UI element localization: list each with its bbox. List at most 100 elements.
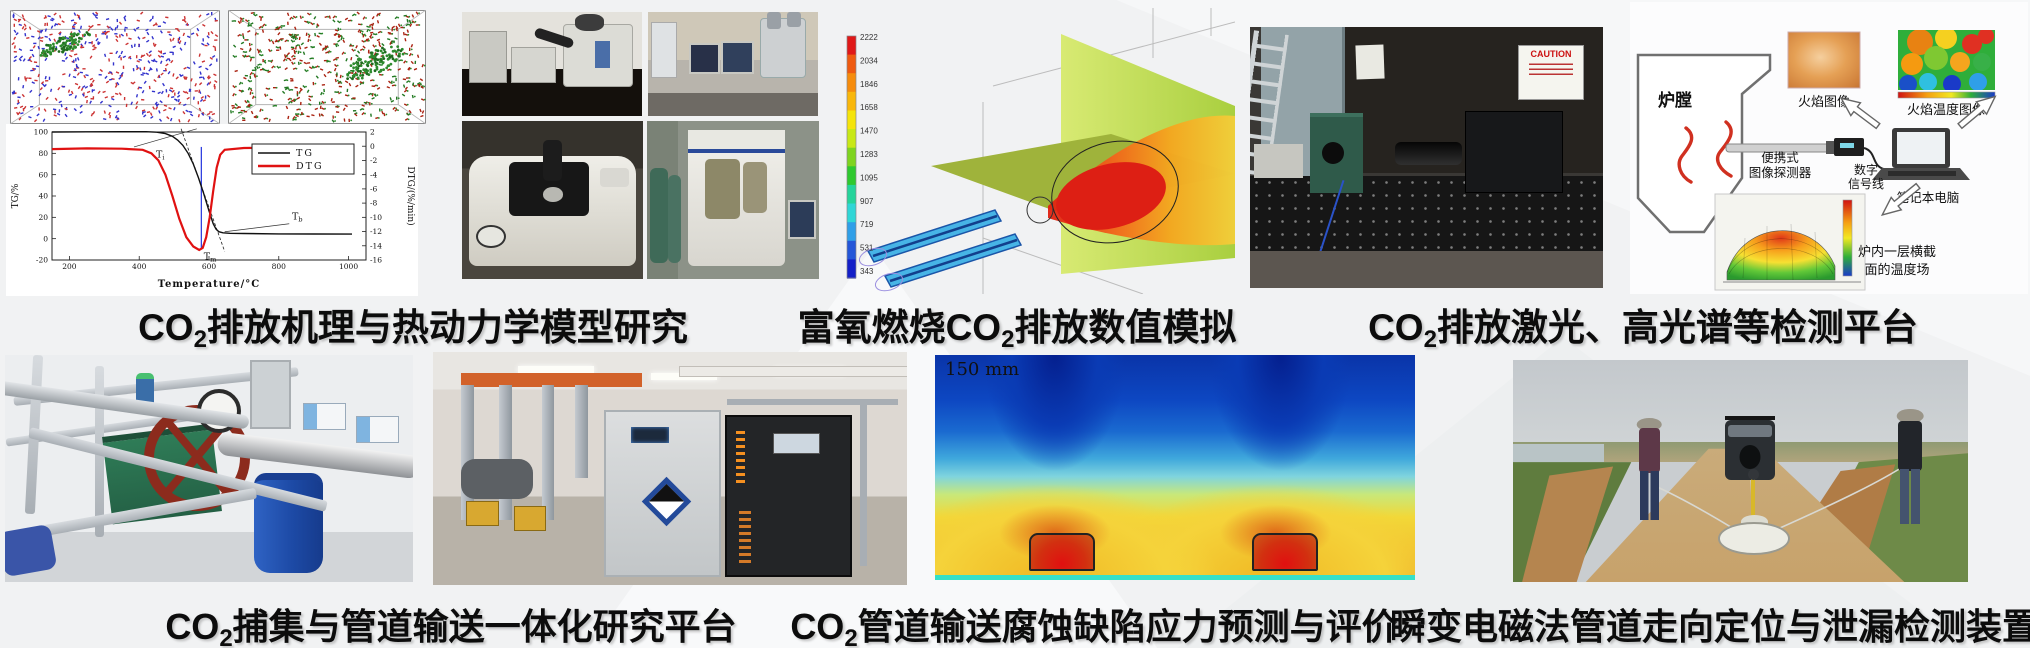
svg-text:-16: -16 bbox=[370, 256, 382, 265]
steel-column bbox=[575, 384, 588, 478]
antenna-pole bbox=[1751, 475, 1756, 529]
svg-text:-20: -20 bbox=[36, 256, 48, 265]
ceiling-light bbox=[518, 365, 595, 373]
legs bbox=[1899, 468, 1920, 524]
equipment-photo-sorption-analyzer bbox=[647, 121, 819, 279]
sample-column bbox=[743, 162, 768, 213]
svg-text:719: 719 bbox=[860, 220, 874, 229]
svg-text:40: 40 bbox=[38, 192, 48, 201]
diamond-logo bbox=[641, 476, 692, 527]
sem-gun bbox=[767, 12, 781, 29]
caption-subscript: 2 bbox=[219, 625, 233, 648]
svg-text:-14: -14 bbox=[370, 241, 382, 250]
svg-text:1470: 1470 bbox=[860, 127, 878, 136]
molecule-dots bbox=[230, 11, 426, 123]
hat bbox=[1637, 417, 1662, 431]
laser-caution-sign: CAUTION bbox=[1518, 45, 1584, 100]
svg-text:1095: 1095 bbox=[860, 173, 878, 182]
equipment-photo-sem-workstation bbox=[648, 12, 818, 116]
spare-tire bbox=[1739, 445, 1761, 470]
svg-text:531: 531 bbox=[860, 244, 874, 253]
corrosion-defect-left bbox=[1028, 533, 1095, 571]
instrument-rack bbox=[469, 30, 508, 83]
caption-text: 瞬变电磁法管道走向定位与泄漏检测装置 bbox=[1389, 606, 2030, 647]
molecular-simulation-image-1 bbox=[10, 10, 220, 124]
yellow-pump bbox=[466, 501, 499, 527]
signal-line-label1: 数字 bbox=[1854, 162, 1878, 177]
burner-throat-outline bbox=[1026, 196, 1054, 224]
caption-text: 排放数值模拟 bbox=[1014, 307, 1237, 348]
torso bbox=[1638, 428, 1661, 474]
process-vessel bbox=[461, 459, 533, 499]
caution-sign-smallprint bbox=[1528, 61, 1574, 76]
svg-text:1846: 1846 bbox=[860, 80, 878, 89]
steel-column bbox=[461, 384, 474, 520]
flame-image-label: 火焰图像 bbox=[1798, 94, 1850, 109]
water-channel bbox=[1513, 444, 1604, 467]
gas-analyzer bbox=[302, 402, 346, 430]
tem-detector-disc bbox=[1717, 522, 1790, 555]
detector-screen bbox=[1840, 143, 1854, 148]
floor bbox=[1250, 251, 1603, 288]
annotation-ti: Ti bbox=[156, 150, 164, 162]
annotation-tb: Tb bbox=[292, 211, 303, 223]
signal-line-label2: 信号线 bbox=[1848, 177, 1884, 191]
svg-text:200: 200 bbox=[62, 262, 77, 271]
flame-temperature-thumbnail bbox=[1898, 30, 1995, 90]
caption-text: 排放机理与热动力学模型研究 bbox=[206, 307, 688, 348]
sample-column bbox=[705, 158, 740, 219]
surveyor-left bbox=[1636, 417, 1663, 525]
caption-tem: 瞬变电磁法管道走向定位与泄漏检测装置 bbox=[1390, 598, 2030, 648]
corrosion-defect-right bbox=[1251, 533, 1319, 571]
caption-subscript: 2 bbox=[193, 326, 207, 353]
display-strip bbox=[595, 41, 610, 69]
temperature-field-label1: 炉内一层横截 bbox=[1858, 244, 1936, 259]
gas-cylinder bbox=[667, 174, 682, 264]
field-pipeline-survey-photo bbox=[1513, 360, 1968, 582]
left-y-axis-label: TG/% bbox=[11, 183, 21, 208]
gray-control-cabinet bbox=[603, 410, 722, 578]
caption-text: CO bbox=[165, 606, 220, 647]
monitor bbox=[688, 43, 720, 75]
caption-text: 管道输送腐蚀缺陷应力预测与评价 bbox=[857, 606, 1398, 647]
cabinet-screen bbox=[773, 432, 820, 454]
caption-oxyfuel: 富氧燃烧CO2排放数值模拟 bbox=[798, 297, 1237, 354]
cfd-simulation-figure: 2222 2034 1846 1658 1470 1283 1095 907 719 531 343 bbox=[846, 8, 1235, 294]
equipment-photo-ftir bbox=[462, 121, 643, 279]
equipment-photo-tga-bench bbox=[462, 12, 642, 116]
frame-post bbox=[859, 398, 867, 567]
svg-text:343: 343 bbox=[860, 267, 874, 276]
monitor bbox=[721, 41, 754, 75]
svg-text:1283: 1283 bbox=[860, 150, 878, 159]
svg-text:0: 0 bbox=[370, 142, 375, 151]
svg-text:100: 100 bbox=[34, 128, 49, 137]
svg-text:0: 0 bbox=[43, 234, 48, 243]
paper-note bbox=[1355, 44, 1385, 80]
sample-stage bbox=[543, 187, 564, 202]
caption-text: 排放激光、高光谱等检测平台 bbox=[1436, 307, 1918, 348]
caption-text: 富氧燃烧CO bbox=[797, 307, 1002, 348]
furnace-head bbox=[575, 14, 605, 31]
svg-text:-12: -12 bbox=[370, 227, 382, 236]
roof-rack bbox=[1724, 415, 1775, 420]
laser-detection-platform-photo: CAUTION bbox=[1250, 27, 1603, 288]
caption-mechanism: CO2排放机理与热动力学模型研究 bbox=[138, 297, 688, 354]
svg-text:-4: -4 bbox=[370, 170, 378, 179]
svg-text:-6: -6 bbox=[370, 184, 378, 193]
ceiling-pipe bbox=[679, 365, 907, 377]
legend-label-dtg: DTG bbox=[296, 161, 324, 172]
legs bbox=[1640, 470, 1659, 520]
power-supply-unit bbox=[1253, 144, 1303, 179]
sem-gun bbox=[787, 12, 801, 27]
flame-core bbox=[1056, 162, 1166, 230]
electrical-cabinet bbox=[249, 359, 291, 430]
flame-squiggles bbox=[1677, 120, 1733, 184]
co2-capture-pipeline-rig-photo bbox=[5, 355, 413, 582]
laptop-icon bbox=[1872, 128, 1970, 180]
caption-text: CO bbox=[1368, 307, 1424, 348]
svg-text:907: 907 bbox=[860, 197, 874, 206]
capture-lab-hall-photo bbox=[433, 352, 907, 585]
rear-window bbox=[1727, 424, 1772, 437]
